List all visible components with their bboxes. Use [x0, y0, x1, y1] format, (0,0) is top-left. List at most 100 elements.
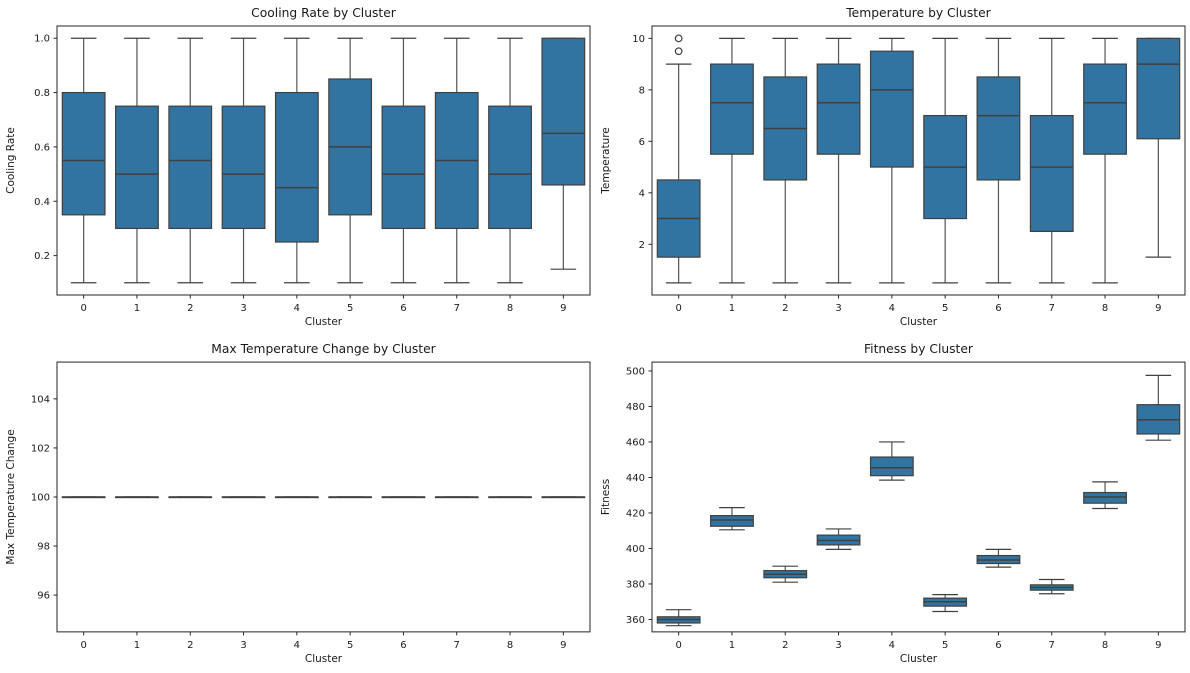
x-tick-label: 1 [729, 640, 735, 651]
y-tick-label: 0.2 [34, 251, 50, 262]
x-tick-label: 2 [187, 640, 193, 651]
max-temperature-change-plot: 96 98 100 102 104 0 1 2 3 4 5 6 7 8 9 Cluster Max Temper… [5, 342, 591, 665]
iqr-box [1083, 491, 1127, 504]
iqr-box [869, 50, 914, 168]
cooling-rate-plot: 0.2 0.4 0.6 0.8 1.0 0 1 2 3 4 5 6 7 8 9 Cluster Cooling … [5, 6, 591, 328]
y-tick-label: 0.4 [34, 197, 50, 208]
iqr-box [710, 515, 754, 527]
y-tick-label: 380 [626, 579, 645, 590]
x-axis-label: Cluster [305, 653, 343, 665]
x-axis-label: Cluster [900, 316, 938, 328]
y-tick-label: 500 [626, 366, 645, 377]
iqr-box [1136, 37, 1181, 140]
x-tick-label: 5 [942, 303, 948, 314]
x-tick-label: 3 [240, 303, 246, 314]
x-tick-label: 4 [294, 303, 300, 314]
x-tick-label: 8 [1102, 640, 1108, 651]
chart-cooling-rate: 0.2 0.4 0.6 0.8 1.0 0 1 2 3 4 5 6 7 8 9 Cluster Cooling … [0, 0, 595, 336]
x-tick-label: 3 [240, 640, 246, 651]
y-tick-label: 360 [626, 615, 645, 626]
y-tick-label: 420 [626, 508, 645, 519]
x-tick-label: 3 [835, 303, 841, 314]
x-tick-label: 1 [729, 303, 735, 314]
y-tick-label: 10 [632, 34, 645, 45]
chart-title: Max Temperature Change by Cluster [211, 342, 436, 356]
fitness-plot: 360 380 400 420 440 460 480 500 0 1 2 3 4 5 6 7 8 9 Cluste… [600, 342, 1186, 665]
x-tick-label: 0 [675, 640, 681, 651]
x-tick-label: 2 [782, 303, 788, 314]
x-tick-label: 6 [400, 303, 406, 314]
x-tick-label: 9 [560, 640, 566, 651]
outlier-point [674, 47, 683, 56]
iqr-box [274, 91, 319, 243]
x-tick-label: 1 [134, 640, 140, 651]
y-axis-label: Temperature [600, 127, 612, 195]
x-tick-label: 6 [995, 640, 1001, 651]
x-tick-label: 2 [187, 303, 193, 314]
x-tick-label: 2 [782, 640, 788, 651]
y-tick-label: 98 [37, 542, 50, 553]
chart-temperature: 2 4 6 8 10 0 1 2 3 4 5 6 7 8 9 Cluster Temperature Temper… [595, 0, 1190, 336]
x-tick-label: 4 [889, 640, 895, 651]
y-tick-label: 1.0 [34, 34, 50, 45]
temperature-plot: 2 4 6 8 10 0 1 2 3 4 5 6 7 8 9 Cluster Temperature Temper… [600, 6, 1186, 328]
y-tick-label: 440 [626, 473, 645, 484]
y-tick-label: 8 [639, 85, 645, 96]
x-tick-label: 6 [995, 303, 1001, 314]
y-axis-label: Max Temperature Change [5, 429, 17, 564]
y-tick-label: 102 [31, 443, 50, 454]
y-axis-label: Fitness [600, 479, 612, 515]
y-tick-label: 2 [639, 240, 645, 251]
y-tick-label: 460 [626, 437, 645, 448]
axes-frame [651, 25, 1186, 296]
x-tick-label: 7 [454, 640, 460, 651]
axes-frame [651, 361, 1186, 633]
y-tick-label: 0.6 [34, 142, 50, 153]
y-tick-label: 100 [31, 492, 50, 503]
chart-fitness: 360 380 400 420 440 460 480 500 0 1 2 3 4 5 6 7 8 9 Cluste… [595, 336, 1190, 673]
iqr-box [221, 105, 266, 230]
y-tick-label: 0.8 [34, 88, 50, 99]
iqr-box [710, 63, 754, 155]
iqr-box [488, 105, 532, 230]
x-tick-label: 5 [942, 640, 948, 651]
x-tick-label: 6 [400, 640, 406, 651]
x-tick-label: 7 [454, 303, 460, 314]
iqr-box [869, 456, 914, 477]
x-tick-label: 9 [560, 303, 566, 314]
y-tick-label: 480 [626, 402, 645, 413]
x-axis-label: Cluster [305, 316, 343, 328]
x-tick-label: 0 [80, 640, 86, 651]
x-tick-label: 7 [1049, 303, 1055, 314]
y-tick-label: 4 [639, 188, 645, 199]
x-tick-label: 3 [835, 640, 841, 651]
x-axis-label: Cluster [900, 653, 938, 665]
iqr-box [115, 105, 159, 230]
x-tick-label: 4 [889, 303, 895, 314]
x-tick-label: 9 [1155, 640, 1161, 651]
outlier-point [674, 34, 683, 43]
x-tick-label: 0 [675, 303, 681, 314]
x-tick-label: 0 [80, 303, 86, 314]
iqr-box [816, 63, 861, 155]
x-tick-label: 7 [1049, 640, 1055, 651]
y-tick-label: 400 [626, 544, 645, 555]
y-tick-label: 104 [31, 394, 50, 405]
iqr-box [1029, 114, 1074, 233]
x-tick-label: 8 [507, 640, 513, 651]
iqr-box [976, 76, 1021, 181]
axes-frame [56, 25, 591, 296]
iqr-box [541, 37, 586, 186]
chart-title: Fitness by Cluster [864, 342, 974, 356]
iqr-box [381, 105, 426, 230]
y-axis-label: Cooling Rate [5, 127, 17, 194]
iqr-box [168, 105, 213, 230]
x-tick-label: 5 [347, 640, 353, 651]
y-tick-label: 6 [639, 137, 645, 148]
x-tick-label: 4 [294, 640, 300, 651]
x-tick-label: 1 [134, 303, 140, 314]
chart-title: Temperature by Cluster [845, 6, 991, 20]
chart-title: Cooling Rate by Cluster [251, 6, 397, 20]
x-tick-label: 5 [347, 303, 353, 314]
